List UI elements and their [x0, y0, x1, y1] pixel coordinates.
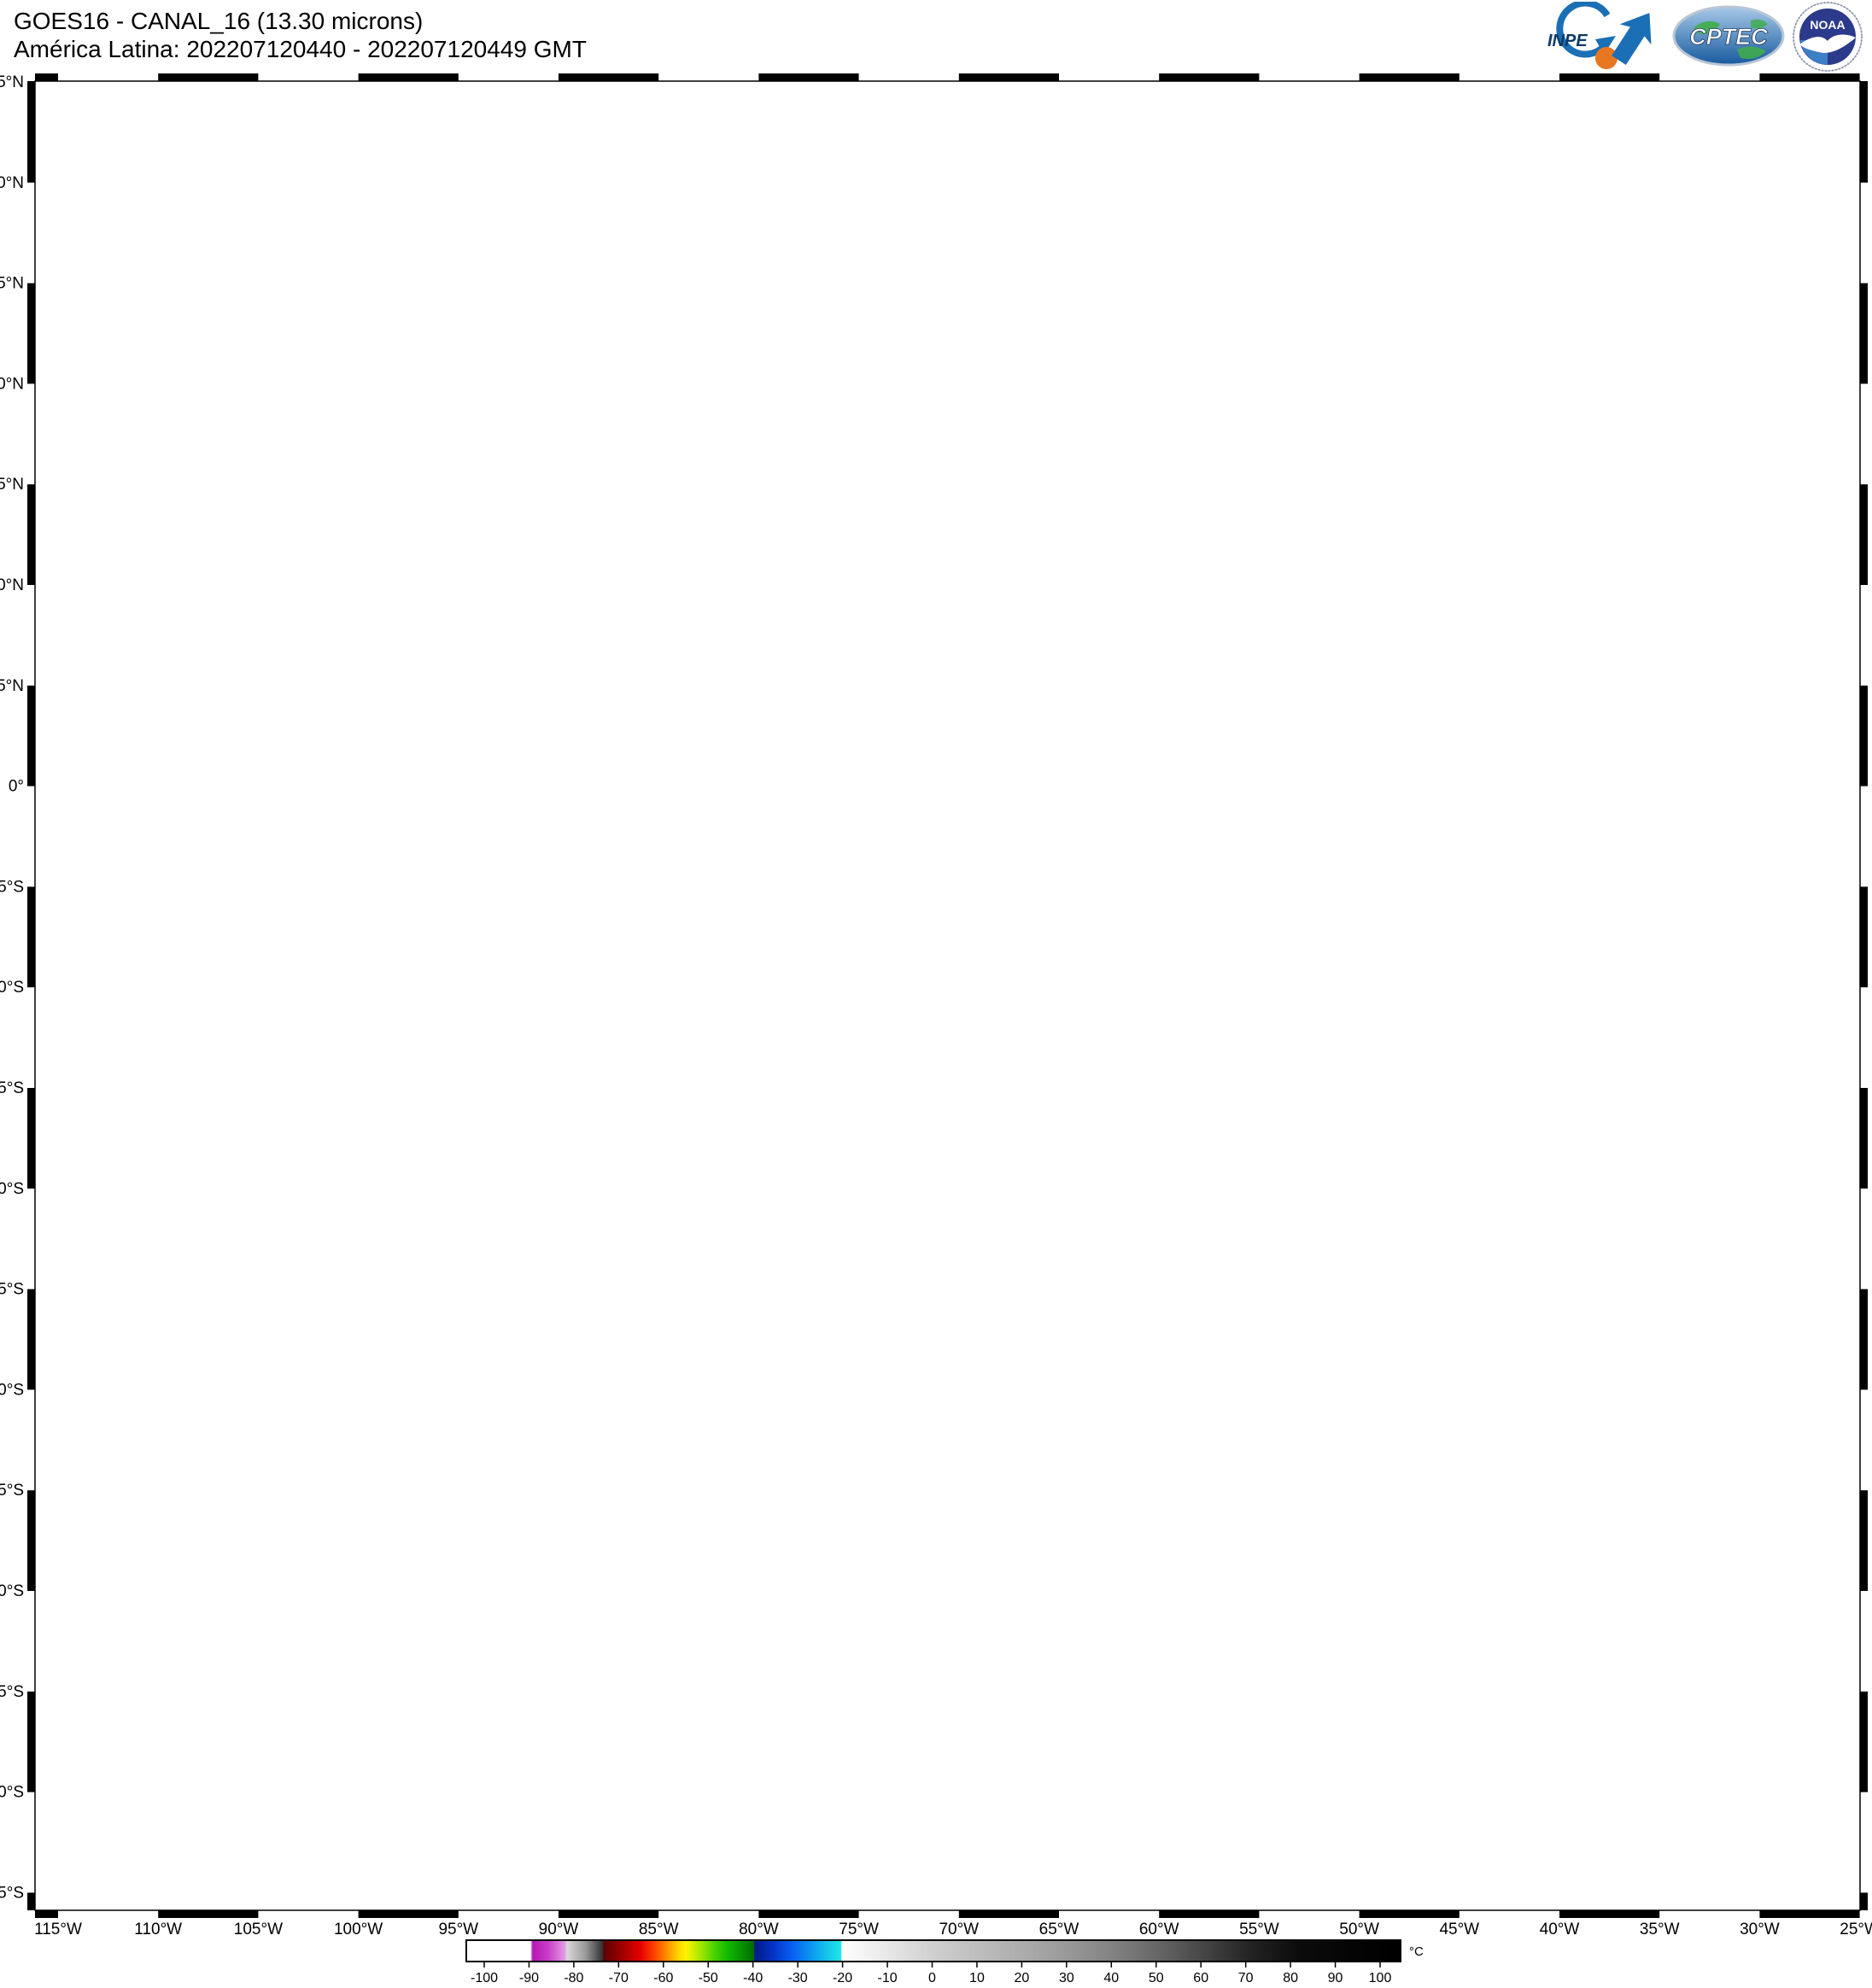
cptec-logo-text: CPTEC	[1689, 24, 1768, 50]
colorbar-tick-label: 60	[1193, 1971, 1208, 1985]
colorbar-tick-label: 80	[1283, 1971, 1298, 1985]
colorbar-tick-label: 20	[1015, 1971, 1030, 1985]
lat-label: 10°S	[0, 979, 24, 997]
colorbar-gradient	[465, 1939, 1401, 1962]
product-title: GOES16 - CANAL_16 (13.30 microns)	[14, 8, 424, 34]
lat-label: 15°N	[0, 476, 24, 494]
colorbar-tick-label: 50	[1149, 1971, 1164, 1985]
colorbar-tick-label: -10	[877, 1971, 897, 1985]
lat-label: 5°S	[0, 878, 24, 896]
lat-label: 10°N	[0, 576, 24, 594]
colorbar-ticks	[483, 1962, 1381, 1968]
colorbar-tick-label: 100	[1369, 1971, 1392, 1985]
lon-label: 105°W	[234, 1921, 283, 1938]
lat-label: 5°N	[0, 677, 24, 695]
lat-label: 20°N	[0, 375, 24, 393]
lat-label: 30°N	[0, 174, 24, 192]
lat-label: 40°S	[0, 1582, 24, 1600]
colorbar-tick-label: -90	[519, 1971, 539, 1985]
colorbar-tick-labels: -100 -90 -80 -70 -60 -50 -40 -30 -20 -10 0 10 20 30 40…	[471, 1971, 1391, 1985]
lat-label: 55°S	[0, 1884, 24, 1902]
colorbar-tick-label: -70	[609, 1971, 629, 1985]
map-frame	[27, 73, 1868, 1918]
lon-label: 110°W	[134, 1921, 182, 1938]
longitude-labels: 115°W 110°W 105°W 100°W 95°W 90°W 85°W 80°W 75°W…	[34, 1921, 1872, 1938]
colorbar-tick-label: 70	[1238, 1971, 1254, 1985]
colorbar-tick-label: -40	[743, 1971, 763, 1985]
colorbar-unit: °C	[1409, 1944, 1424, 1959]
lon-label: 60°W	[1139, 1921, 1179, 1938]
lon-label: 35°W	[1640, 1921, 1680, 1938]
lon-label: 95°W	[438, 1921, 478, 1938]
latitude-labels: 35°N 30°N 25°N 20°N 15°N 10°N 5°N 0° 5°S 10°S 15°S…	[0, 73, 24, 1902]
product-timestamp: América Latina: 202207120440 - 202207120…	[14, 36, 587, 62]
lon-label: 75°W	[839, 1921, 879, 1938]
colorbar-tick-label: 40	[1103, 1971, 1119, 1985]
colorbar-tick-label: 0	[928, 1971, 936, 1985]
lon-label: 90°W	[539, 1921, 579, 1938]
lon-label: 100°W	[334, 1921, 383, 1938]
colorbar-tick-label: -60	[653, 1971, 673, 1985]
colorbar-tick-label: -30	[788, 1971, 808, 1985]
title-block: GOES16 - CANAL_16 (13.30 microns) Améric…	[14, 7, 587, 63]
agency-logos: INPE CPTEC NOAA	[1498, 2, 1867, 72]
lat-label: 20°S	[0, 1180, 24, 1198]
colorbar-tick-label: 10	[969, 1971, 985, 1985]
lon-label: 85°W	[639, 1921, 679, 1938]
noaa-logo-text: NOAA	[1810, 18, 1845, 32]
inpe-logo-text: INPE	[1547, 32, 1588, 50]
lat-label: 35°S	[0, 1482, 24, 1500]
lon-label: 115°W	[34, 1921, 82, 1938]
colorbar-tick-label: 90	[1328, 1971, 1343, 1985]
lon-label: 50°W	[1339, 1921, 1379, 1938]
lat-label: 35°N	[0, 73, 24, 91]
lat-label: 25°N	[0, 275, 24, 293]
lat-label: 0°	[9, 778, 24, 796]
noaa-logo: NOAA	[1793, 2, 1863, 72]
colorbar-tick-label: -80	[564, 1971, 583, 1985]
inpe-logo: INPE	[1547, 2, 1652, 69]
lon-label: 70°W	[939, 1921, 979, 1938]
lat-label: 50°S	[0, 1784, 24, 1802]
cptec-logo: CPTEC	[1672, 5, 1785, 67]
lon-label: 80°W	[739, 1921, 779, 1938]
colorbar-tick-label: 30	[1059, 1971, 1074, 1985]
colorbar-tick-label: -20	[833, 1971, 852, 1985]
lon-label: 25°W	[1840, 1921, 1872, 1938]
lat-label: 15°S	[0, 1079, 24, 1097]
lat-label: 45°S	[0, 1683, 24, 1701]
lat-label: 30°S	[0, 1381, 24, 1399]
colorbar-tick-label: -50	[699, 1971, 718, 1985]
lat-label: 25°S	[0, 1281, 24, 1299]
lon-label: 30°W	[1740, 1921, 1780, 1938]
lon-label: 65°W	[1039, 1921, 1079, 1938]
lon-label: 55°W	[1239, 1921, 1279, 1938]
temperature-colorbar: -100 -90 -80 -70 -60 -50 -40 -30 -20 -10 0 10 20 30 40…	[465, 1939, 1424, 1985]
lon-label: 40°W	[1540, 1921, 1580, 1938]
lon-label: 45°W	[1439, 1921, 1479, 1938]
colorbar-tick-label: -100	[471, 1971, 498, 1985]
